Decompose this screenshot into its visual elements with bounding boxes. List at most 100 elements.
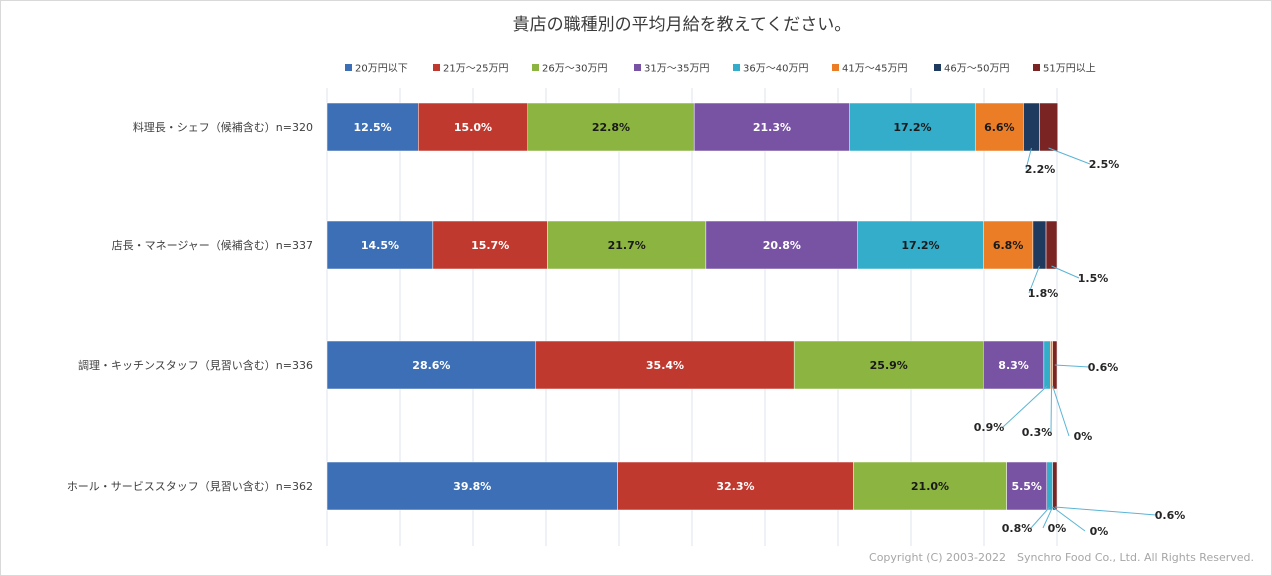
legend-label: 21万～25万円 bbox=[443, 64, 508, 75]
legend-item: 36万～40万円 bbox=[733, 64, 808, 75]
bar-segment bbox=[1052, 461, 1058, 511]
bar-segment bbox=[853, 461, 1007, 511]
legend-label: 26万～30万円 bbox=[542, 64, 607, 75]
bar-label: 39.8% bbox=[453, 480, 491, 493]
bar-label: 21.7% bbox=[608, 239, 646, 252]
legend-label: 20万円以下 bbox=[355, 64, 408, 75]
bar-label: 17.2% bbox=[893, 121, 931, 134]
bar-label: 14.5% bbox=[361, 239, 399, 252]
bar-segment bbox=[1023, 102, 1040, 152]
bar-segment bbox=[1043, 340, 1051, 390]
bar-label-external: 1.8% bbox=[1028, 287, 1059, 300]
bar-segment bbox=[974, 102, 1024, 152]
bar-label: 15.0% bbox=[454, 121, 492, 134]
bar-segment bbox=[326, 220, 434, 270]
leader-line bbox=[1030, 506, 1051, 529]
legend-item: 41万～45万円 bbox=[832, 64, 907, 75]
bar-label-external: 0.9% bbox=[974, 421, 1005, 434]
category-label: 店長・マネージャー（候補含む）n=337 bbox=[112, 238, 313, 252]
bar-label-external: 1.5% bbox=[1078, 272, 1109, 285]
legend-swatch bbox=[733, 64, 740, 71]
legend-item: 26万～30万円 bbox=[532, 64, 607, 75]
leader-line bbox=[1002, 385, 1048, 428]
bar-label-external: 0% bbox=[1090, 525, 1109, 538]
bar-label: 25.9% bbox=[870, 359, 908, 372]
bar-label: 32.3% bbox=[716, 480, 754, 493]
leader-line bbox=[1025, 147, 1032, 170]
category-labels: 料理長・シェフ（候補含む）n=320 店長・マネージャー（候補含む）n=337 調理… bbox=[67, 120, 313, 493]
leader-line bbox=[1052, 506, 1086, 532]
bar-segment bbox=[326, 340, 537, 390]
bar-segment bbox=[1032, 220, 1047, 270]
bars bbox=[326, 102, 1058, 511]
bar-label: 21.0% bbox=[911, 480, 949, 493]
bar-label-external: 0% bbox=[1074, 430, 1093, 443]
legend-swatch bbox=[345, 64, 352, 71]
legend-swatch bbox=[532, 64, 539, 71]
bar-segment bbox=[705, 220, 858, 270]
category-label: ホール・サービススタッフ（見習い含む）n=362 bbox=[67, 479, 313, 493]
legend-swatch bbox=[832, 64, 839, 71]
leader-lines bbox=[1002, 147, 1157, 532]
bar-segment bbox=[547, 220, 707, 270]
bar-segment bbox=[418, 102, 528, 152]
copyright-text: Copyright (C) 2003-2022 Synchro Food Co.… bbox=[869, 551, 1254, 564]
bar-segment bbox=[983, 220, 1034, 270]
leader-line bbox=[1052, 385, 1070, 437]
bar-segment bbox=[1006, 461, 1048, 511]
bar-label-external: 2.2% bbox=[1025, 163, 1056, 176]
bar-label-external: 2.5% bbox=[1089, 158, 1120, 171]
bar-segment bbox=[432, 220, 548, 270]
leader-line bbox=[1042, 506, 1054, 529]
data-labels: 12.5% 15.0% 22.8% 21.3% 17.2% 6.6% 14.5% 15.7% 2… bbox=[354, 121, 1186, 538]
legend-label: 41万～45万円 bbox=[842, 64, 907, 75]
bar-label-external: 0.6% bbox=[1088, 361, 1119, 374]
bar-segment bbox=[1045, 220, 1058, 270]
bar-segment bbox=[983, 340, 1045, 390]
bar-segment bbox=[617, 461, 854, 511]
legend-item: 21万～25万円 bbox=[433, 64, 508, 75]
bar-label: 35.4% bbox=[646, 359, 684, 372]
bar-segment bbox=[326, 461, 618, 511]
bar-segment bbox=[1046, 461, 1053, 511]
legend-item: 20万円以下 bbox=[345, 64, 408, 75]
legend-swatch bbox=[1033, 64, 1040, 71]
leader-line bbox=[1050, 385, 1053, 433]
bar-segment bbox=[535, 340, 795, 390]
bar-label-external: 0.6% bbox=[1155, 509, 1186, 522]
legend-swatch bbox=[634, 64, 641, 71]
leader-line bbox=[1054, 364, 1090, 368]
legend-label: 46万～50万円 bbox=[944, 64, 1009, 75]
bar-label: 5.5% bbox=[1011, 480, 1042, 493]
leader-line bbox=[1054, 506, 1157, 516]
legend-swatch bbox=[433, 64, 440, 71]
bar-label: 21.3% bbox=[753, 121, 791, 134]
bar-label: 15.7% bbox=[471, 239, 509, 252]
legend-item: 31万～35万円 bbox=[634, 64, 709, 75]
leader-line bbox=[1051, 265, 1080, 279]
bar-label: 22.8% bbox=[592, 121, 630, 134]
chart-title: 貴店の職種別の平均月給を教えてください。 bbox=[513, 15, 852, 35]
bar-label-external: 0.8% bbox=[1002, 522, 1033, 535]
bar-label: 12.5% bbox=[354, 121, 392, 134]
bar-label: 6.8% bbox=[993, 239, 1024, 252]
bar-label-external: 0.3% bbox=[1022, 426, 1053, 439]
bar-label: 20.8% bbox=[763, 239, 801, 252]
legend-label: 51万円以上 bbox=[1043, 63, 1096, 75]
legend-label: 31万～35万円 bbox=[644, 64, 709, 75]
bar-label-external: 0% bbox=[1048, 522, 1067, 535]
leader-line bbox=[1048, 147, 1091, 165]
legend-label: 36万～40万円 bbox=[743, 64, 808, 75]
category-label: 調理・キッチンスタッフ（見習い含む）n=336 bbox=[78, 358, 313, 372]
legend-item: 46万～50万円 bbox=[934, 64, 1009, 75]
legend-item: 51万円以上 bbox=[1033, 63, 1096, 75]
leader-line bbox=[1028, 265, 1040, 294]
bar-segment bbox=[1039, 102, 1058, 152]
bar-segment bbox=[793, 340, 984, 390]
bar-label: 8.3% bbox=[998, 359, 1029, 372]
bar-segment bbox=[1050, 340, 1053, 390]
bar-label: 17.2% bbox=[901, 239, 939, 252]
bar-label: 6.6% bbox=[984, 121, 1015, 134]
bar-segment bbox=[849, 102, 976, 152]
